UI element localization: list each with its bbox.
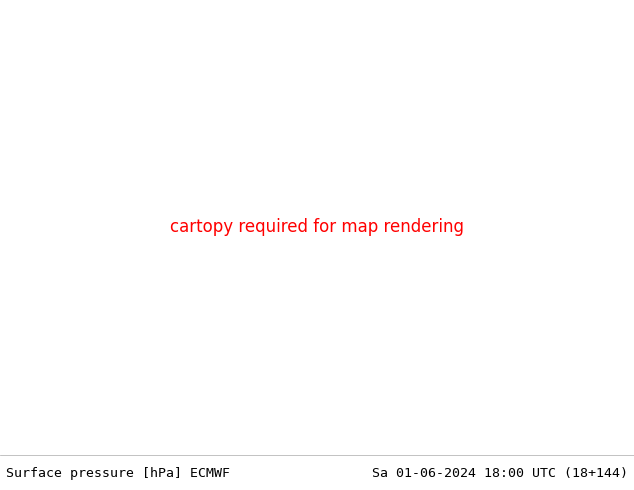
Text: cartopy required for map rendering: cartopy required for map rendering	[170, 218, 464, 236]
Text: Surface pressure [hPa] ECMWF: Surface pressure [hPa] ECMWF	[6, 467, 230, 480]
Text: Sa 01-06-2024 18:00 UTC (18+144): Sa 01-06-2024 18:00 UTC (18+144)	[372, 467, 628, 480]
